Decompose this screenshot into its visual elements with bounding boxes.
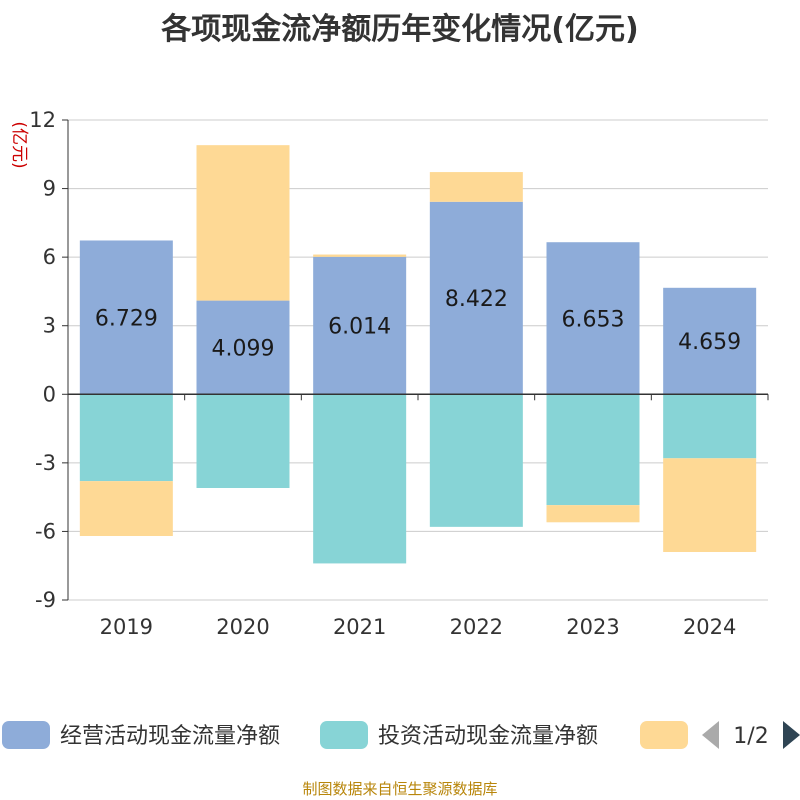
bar-investing-2023	[546, 394, 640, 506]
bar-operating-2019	[79, 240, 173, 395]
bar-investing-2022	[429, 394, 523, 527]
y-tick-label: 0	[43, 382, 56, 406]
x-tick-label: 2021	[333, 615, 386, 639]
x-tick-label: 2022	[450, 615, 503, 639]
x-tick-label: 2024	[683, 615, 736, 639]
axis-layer	[62, 119, 769, 601]
y-tick-label: 9	[43, 177, 56, 201]
legend: 经营活动现金流量净额 投资活动现金流量净额 1/2	[2, 721, 800, 749]
x-tick-label: 2020	[216, 615, 269, 639]
data-label: 4.659	[678, 330, 741, 355]
legend-label-investing[interactable]: 投资活动现金流量净额	[378, 724, 598, 749]
x-tick-label: 2023	[566, 615, 619, 639]
data-label: 6.653	[562, 307, 625, 332]
bar-operating-2022	[429, 201, 523, 395]
bar-layer	[79, 145, 757, 564]
bar-operating-2024	[663, 287, 757, 395]
x-tick-label: 2019	[100, 615, 153, 639]
bar-financing-2022	[429, 172, 523, 202]
bar-investing-2019	[79, 394, 173, 482]
bar-financing-2023	[546, 505, 640, 523]
y-tick-label: -9	[35, 588, 56, 612]
bar-financing-2020	[196, 145, 290, 301]
y-tick-label: -6	[35, 519, 56, 543]
y-tick-label: 3	[43, 314, 56, 338]
bar-operating-2020	[196, 300, 290, 395]
data-label: 6.014	[328, 315, 391, 340]
bar-financing-2019	[79, 481, 173, 536]
legend-next-page-icon[interactable]	[783, 721, 800, 749]
legend-page-indicator: 1/2	[733, 724, 768, 749]
legend-swatch-operating[interactable]	[2, 721, 50, 749]
y-tick-label: -3	[35, 451, 56, 475]
bar-operating-2021	[313, 256, 407, 395]
data-label: 4.099	[212, 336, 275, 361]
legend-label-operating[interactable]: 经营活动现金流量净额	[60, 724, 280, 749]
y-tick-label: 12	[29, 108, 56, 132]
legend-swatch-financing[interactable]	[640, 721, 688, 749]
y-tick-label: 6	[43, 245, 56, 269]
bar-investing-2021	[313, 394, 407, 564]
bar-financing-2024	[663, 458, 757, 552]
data-label: 6.729	[95, 306, 158, 331]
grid-layer	[68, 119, 768, 601]
bar-investing-2024	[663, 394, 757, 459]
legend-prev-page-icon[interactable]	[702, 721, 719, 749]
bar-investing-2020	[196, 394, 290, 488]
bar-financing-2021	[313, 254, 407, 257]
bar-operating-2023	[546, 242, 640, 395]
chart-title: 各项现金流净额历年变化情况(亿元)	[161, 12, 639, 47]
label-layer: -9 -6 -3 0 3 6 9 12(亿元) 6.729 2019 4.099 2020 6.014 2…	[9, 108, 741, 639]
y-axis-unit-label: (亿元)	[9, 121, 29, 168]
data-label: 8.422	[445, 287, 508, 312]
legend-swatch-investing[interactable]	[320, 721, 368, 749]
source-note: 制图数据来自恒生聚源数据库	[302, 780, 498, 798]
